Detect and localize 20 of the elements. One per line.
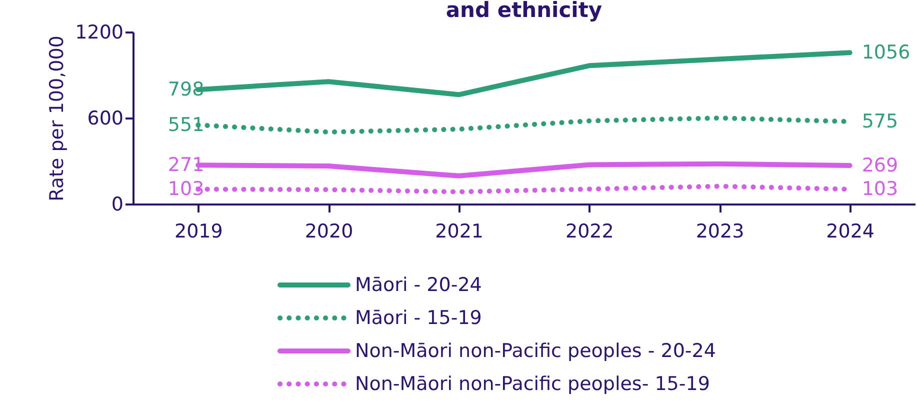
x-tick-label: 2024 — [826, 220, 875, 242]
y-tick-label: 0 — [111, 194, 124, 216]
x-tick-label: 2021 — [435, 220, 484, 242]
y-tick-label: 1200 — [75, 22, 124, 44]
x-tick-label: 2020 — [304, 220, 354, 242]
legend-label: Non-Māori non-Pacific peoples - 20-24 — [355, 340, 716, 362]
x-tick-label: 2023 — [696, 220, 744, 242]
data-label: 269 — [862, 154, 898, 176]
y-tick-label: 600 — [87, 108, 124, 130]
data-label: 103 — [862, 178, 898, 200]
legend-label: Non-Māori non-Pacific peoples- 15-19 — [355, 373, 710, 395]
x-tick-label: 2019 — [174, 220, 223, 242]
data-label: 1056 — [862, 42, 910, 64]
y-axis-title: Rate per 100,000 — [46, 36, 68, 202]
data-label: 575 — [862, 110, 898, 133]
legend-label: Māori - 20-24 — [355, 274, 482, 296]
chart-title: and ethnicity — [446, 0, 602, 22]
x-tick-label: 2022 — [565, 220, 614, 242]
data-label: 103 — [168, 178, 204, 200]
legend-label: Māori - 15-19 — [355, 307, 482, 329]
